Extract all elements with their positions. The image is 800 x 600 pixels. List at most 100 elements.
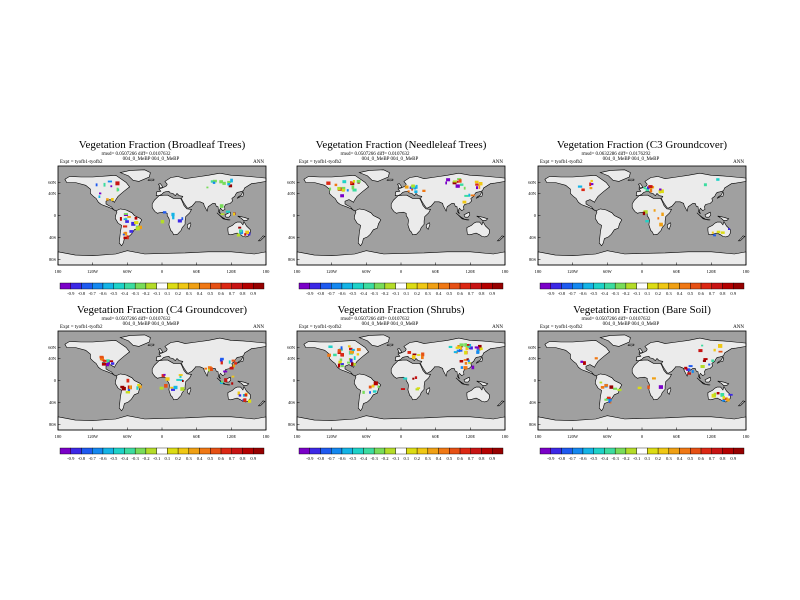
land-borneo bbox=[463, 376, 471, 383]
anomaly-cell bbox=[129, 385, 132, 389]
anomaly-cell bbox=[642, 211, 646, 216]
lon-tick-label: 180 bbox=[743, 269, 751, 274]
anomaly-cell bbox=[121, 386, 126, 391]
land-africa bbox=[390, 194, 431, 236]
land-indonesia bbox=[455, 377, 470, 386]
lat-tick-label: 80S bbox=[288, 257, 296, 262]
anomaly-cell bbox=[468, 193, 471, 197]
anomaly-cell bbox=[233, 212, 236, 216]
anomaly-cell bbox=[478, 344, 482, 348]
colorbar-label: -0.7 bbox=[328, 291, 336, 296]
land-samerica bbox=[353, 208, 382, 247]
colorbar-label: 0.8 bbox=[720, 456, 726, 461]
anomaly-cell bbox=[726, 398, 730, 402]
anomaly-cell bbox=[422, 189, 426, 192]
anomaly-cell bbox=[99, 192, 102, 195]
colorbar-label: 0.1 bbox=[403, 291, 409, 296]
anomaly-cell bbox=[613, 387, 618, 390]
lon-tick-label: 180 bbox=[743, 434, 751, 439]
anomaly-cell bbox=[457, 178, 462, 180]
anomaly-cell bbox=[474, 180, 479, 184]
lon-tick-label: 60E bbox=[193, 434, 201, 439]
land-uk bbox=[397, 348, 403, 354]
season-label: ANN bbox=[492, 325, 503, 330]
colorbar-swatch bbox=[614, 447, 627, 455]
lat-tick-label: 40S bbox=[529, 400, 537, 405]
colorbar-swatch bbox=[657, 282, 670, 290]
run-label: 004_0_MeBP 004_0_MeBP bbox=[362, 157, 419, 162]
anomaly-cell bbox=[98, 195, 101, 198]
colorbar-swatch bbox=[604, 447, 616, 455]
colorbar-label: -0.4 bbox=[601, 456, 609, 461]
anomaly-cell bbox=[609, 399, 612, 402]
anomaly-cell bbox=[606, 398, 610, 401]
lon-tick-label: 120E bbox=[707, 269, 717, 274]
land-japan bbox=[716, 191, 724, 199]
anomaly-cell bbox=[349, 350, 354, 354]
anomaly-cell bbox=[659, 222, 663, 227]
colorbar-label: 0.8 bbox=[479, 456, 485, 461]
land-indonesia bbox=[455, 212, 470, 221]
land-japan bbox=[475, 191, 483, 199]
anomaly-cell bbox=[658, 189, 662, 194]
anomaly-cell bbox=[221, 380, 224, 383]
anomaly-cell bbox=[126, 378, 130, 383]
colorbar-label: -0.7 bbox=[89, 291, 97, 296]
colorbar-swatch bbox=[636, 282, 648, 290]
colorbar-label: -0.3 bbox=[612, 291, 620, 296]
anomaly-cell bbox=[720, 231, 725, 234]
lon-tick-label: 120E bbox=[466, 269, 476, 274]
anomaly-cell bbox=[466, 344, 470, 347]
anomaly-cell bbox=[180, 387, 185, 391]
colorbar-swatch bbox=[220, 447, 232, 455]
anomaly-cell bbox=[222, 181, 226, 185]
colorbar-label: 0.3 bbox=[425, 291, 431, 296]
anomaly-cell bbox=[478, 347, 481, 351]
lon-tick-label: 180 bbox=[263, 434, 271, 439]
rmsd-label: rmsd= 0.0507266 diff= 0.0107632 bbox=[581, 317, 651, 322]
land-samerica bbox=[594, 208, 623, 247]
anomaly-cell bbox=[462, 200, 467, 204]
colorbar-swatch bbox=[156, 282, 168, 290]
anomaly-cell bbox=[652, 186, 655, 189]
colorbar-label: 0.5 bbox=[687, 456, 693, 461]
lat-tick-label: 40N bbox=[48, 191, 57, 196]
colorbar-label: -0.3 bbox=[371, 291, 379, 296]
anomaly-cell bbox=[464, 194, 469, 197]
colorbar-swatch bbox=[92, 282, 104, 290]
anomaly-cell bbox=[466, 358, 469, 361]
expt-label: Expt = tyofb1-tyofb2 bbox=[299, 160, 342, 165]
run-label: 004_0_MeBP 004_0_MeBP bbox=[123, 157, 180, 162]
colorbar-swatch bbox=[636, 447, 648, 455]
anomaly-cell bbox=[728, 228, 731, 230]
anomaly-cell bbox=[703, 358, 708, 361]
anomaly-cell bbox=[448, 345, 453, 348]
colorbar-label: -0.3 bbox=[612, 456, 620, 461]
colorbar-swatch bbox=[438, 282, 450, 290]
colorbar-swatch bbox=[363, 282, 375, 290]
anomaly-cell bbox=[219, 204, 224, 208]
anomaly-cell bbox=[347, 345, 351, 348]
colorbar-label: -0.4 bbox=[360, 291, 368, 296]
anomaly-cell bbox=[591, 183, 594, 186]
colorbar-label: -0.5 bbox=[590, 291, 598, 296]
anomaly-cell bbox=[661, 212, 664, 216]
anomaly-cell bbox=[351, 185, 355, 190]
land-madagascar bbox=[426, 387, 431, 395]
anomaly-cell bbox=[207, 366, 212, 370]
panel-title: Vegetation Fraction (C3 Groundcover) bbox=[557, 139, 727, 151]
lon-tick-label: 0 bbox=[161, 269, 164, 274]
colorbar-swatch bbox=[156, 447, 168, 455]
lon-tick-label: 180 bbox=[535, 269, 543, 274]
run-label: 004_0_MeBP 004_0_MeBP bbox=[362, 322, 419, 327]
anomaly-cell bbox=[138, 385, 142, 389]
anomaly-cell bbox=[340, 353, 344, 357]
anomaly-cell bbox=[111, 362, 115, 365]
rmsd-label: rmsd= 0.0632286 diff= 0.0176292 bbox=[581, 152, 651, 157]
anomaly-cell bbox=[111, 198, 114, 201]
anomaly-cell bbox=[239, 230, 242, 235]
anomaly-cell bbox=[327, 353, 331, 357]
land-namerica bbox=[64, 340, 131, 377]
anomaly-cell bbox=[163, 373, 166, 376]
lat-tick-label: 80S bbox=[288, 422, 296, 427]
